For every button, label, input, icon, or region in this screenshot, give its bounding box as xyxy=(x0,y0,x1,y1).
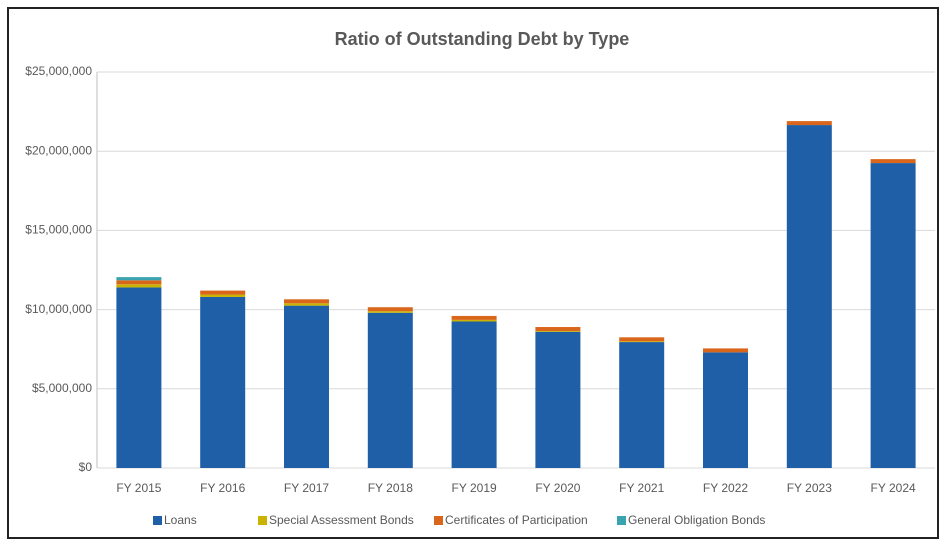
bar-segment xyxy=(200,296,246,468)
x-tick-label: FY 2022 xyxy=(703,481,748,495)
x-tick-label: FY 2023 xyxy=(787,481,832,495)
bar-segment xyxy=(451,321,497,468)
x-tick-label: FY 2017 xyxy=(284,481,329,495)
bar-segment xyxy=(870,159,916,164)
bar-segment xyxy=(367,311,413,313)
y-tick-label: $5,000,000 xyxy=(32,381,92,395)
legend-label: General Obligation Bonds xyxy=(628,513,765,527)
legend-label: Special Assessment Bonds xyxy=(269,513,414,527)
bar-segment xyxy=(284,305,329,468)
legend-swatch xyxy=(258,516,267,525)
x-tick-label: FY 2021 xyxy=(619,481,664,495)
bar-segment xyxy=(116,287,162,468)
bar-segment xyxy=(116,284,162,288)
legend-label: Loans xyxy=(164,513,197,527)
bar-segment xyxy=(619,341,665,343)
bar-segment xyxy=(703,352,748,468)
x-tick-label: FY 2020 xyxy=(535,481,580,495)
bar-segment xyxy=(284,299,329,304)
legend-swatch xyxy=(617,516,626,525)
bar-segment xyxy=(451,315,497,320)
chart-title: Ratio of Outstanding Debt by Type xyxy=(335,29,630,49)
bar-segment xyxy=(535,327,581,331)
y-tick-label: $25,000,000 xyxy=(25,64,92,78)
x-tick-label: FY 2019 xyxy=(452,481,497,495)
bar-segment xyxy=(619,342,665,468)
bar-segment xyxy=(367,312,413,468)
x-tick-label: FY 2024 xyxy=(871,481,916,495)
bar-segment xyxy=(786,121,832,126)
bar-segment xyxy=(535,330,581,332)
legend-label: Certificates of Participation xyxy=(445,513,588,527)
bar-segment xyxy=(451,319,497,322)
x-tick-label: FY 2016 xyxy=(200,481,245,495)
y-tick-label: $15,000,000 xyxy=(25,223,92,237)
legend-swatch xyxy=(153,516,162,525)
y-tick-label: $20,000,000 xyxy=(25,143,92,157)
bar-segment xyxy=(703,348,748,353)
bar-segment xyxy=(284,303,329,306)
bar-segment xyxy=(200,294,246,297)
x-tick-label: FY 2015 xyxy=(116,481,161,495)
bar-segment xyxy=(367,307,413,312)
bar-segment xyxy=(786,125,832,469)
bar-segment xyxy=(116,277,162,281)
y-tick-label: $0 xyxy=(79,460,93,474)
bar-segment xyxy=(200,290,246,295)
y-tick-label: $10,000,000 xyxy=(25,302,92,316)
bar-segment xyxy=(116,280,162,285)
bar-segment xyxy=(619,337,665,342)
bar-segment xyxy=(535,331,581,468)
x-tick-label: FY 2018 xyxy=(368,481,413,495)
bar-segment xyxy=(870,163,916,468)
legend-swatch xyxy=(434,516,443,525)
